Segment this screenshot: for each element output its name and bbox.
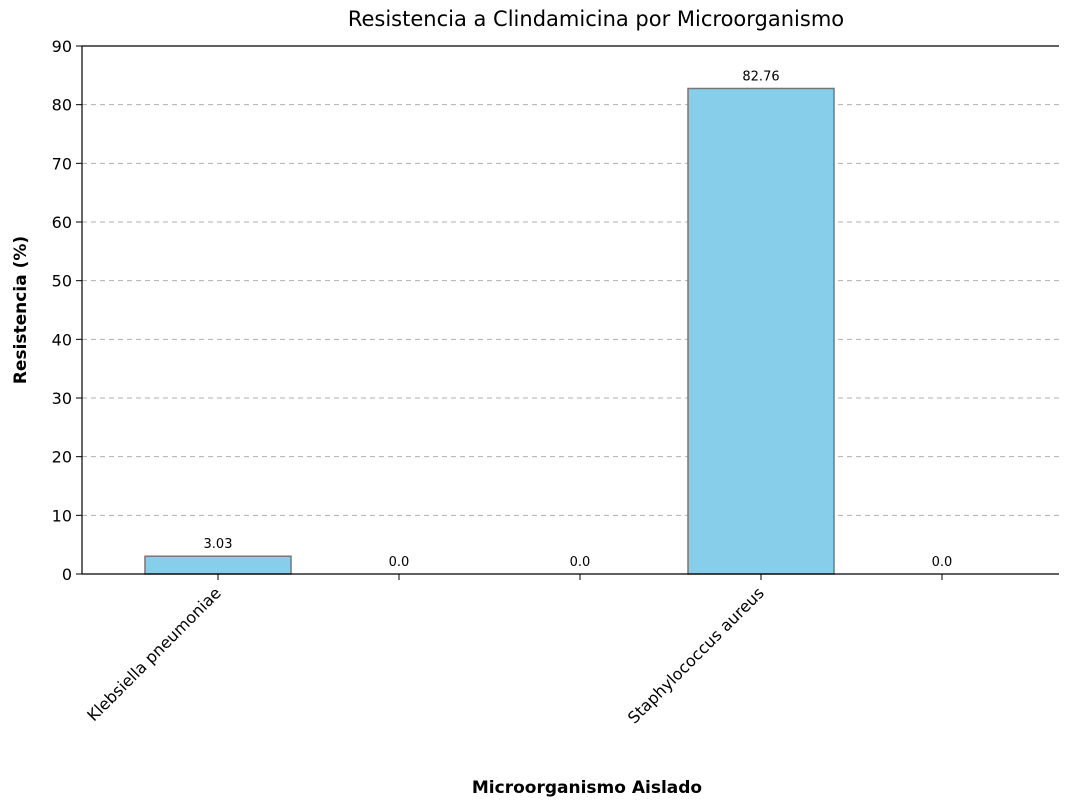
x-axis-label: Microorganismo Aislado (472, 778, 702, 798)
value-label: 0.0 (932, 555, 953, 570)
y-tick-label: 60 (52, 213, 72, 232)
bar (687, 87, 835, 575)
x-tick-label: Staphylococcus aureus (624, 583, 768, 727)
y-tick-label: 20 (52, 448, 72, 467)
value-label: 0.0 (570, 555, 591, 570)
y-tick-label: 50 (52, 272, 72, 291)
value-label: 82.76 (742, 69, 779, 84)
value-label: 3.03 (204, 537, 233, 552)
y-tick-label: 10 (52, 506, 72, 525)
y-tick-label: 90 (52, 37, 72, 56)
y-tick-label: 30 (52, 389, 72, 408)
chart-title: Resistencia a Clindamicina por Microorga… (348, 7, 844, 31)
bar (144, 555, 292, 575)
x-tick-label: Klebsiella pneumoniae (83, 583, 225, 725)
y-tick-label: 0 (62, 565, 72, 584)
y-tick-label: 80 (52, 96, 72, 115)
y-tick-label: 40 (52, 330, 72, 349)
y-axis-label: Resistencia (%) (11, 236, 31, 384)
value-label: 0.0 (389, 555, 410, 570)
y-tick-label: 70 (52, 154, 72, 173)
